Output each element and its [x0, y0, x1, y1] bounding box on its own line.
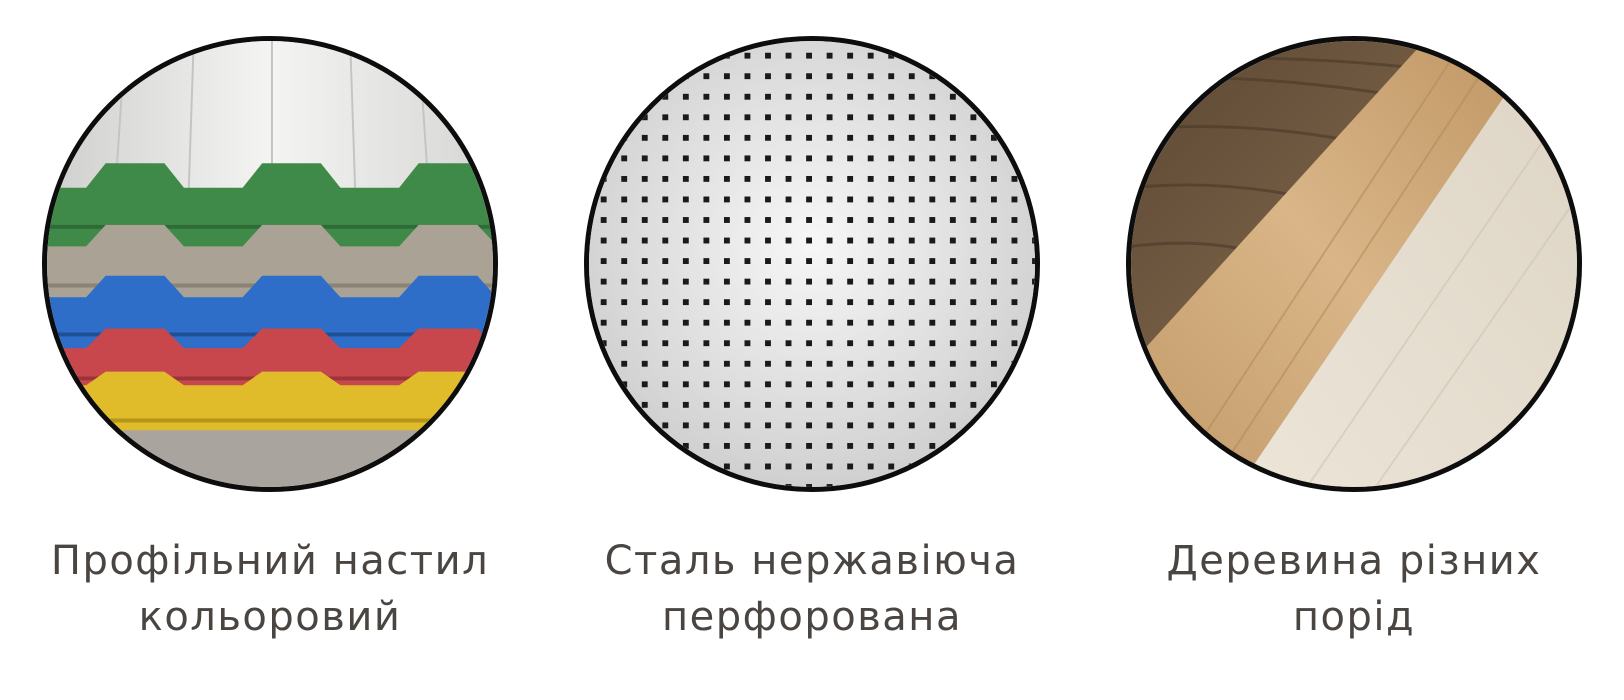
caption-line-2: перфорована — [662, 594, 962, 640]
material-card-profiled-sheet: Профільний настил кольоровий — [0, 36, 540, 676]
caption-line-1: Профільний настил — [50, 538, 490, 584]
caption-line-1: Деревина різних — [1166, 538, 1542, 584]
material-caption: Профільний настил кольоровий — [0, 533, 540, 645]
wood-species-icon — [1126, 36, 1582, 492]
caption-line-2: порід — [1292, 594, 1416, 640]
caption-line-2: кольоровий — [138, 594, 402, 640]
corrugated-colored-sheets-icon — [42, 36, 498, 492]
material-caption: Сталь нержавіюча перфорована — [542, 533, 1082, 645]
material-caption: Деревина різних порід — [1084, 533, 1624, 645]
material-card-wood: Деревина різних порід — [1084, 36, 1624, 676]
caption-line-1: Сталь нержавіюча — [604, 538, 1020, 584]
material-card-perforated-steel: Сталь нержавіюча перфорована — [542, 36, 1082, 676]
perforated-steel-icon — [584, 36, 1040, 492]
